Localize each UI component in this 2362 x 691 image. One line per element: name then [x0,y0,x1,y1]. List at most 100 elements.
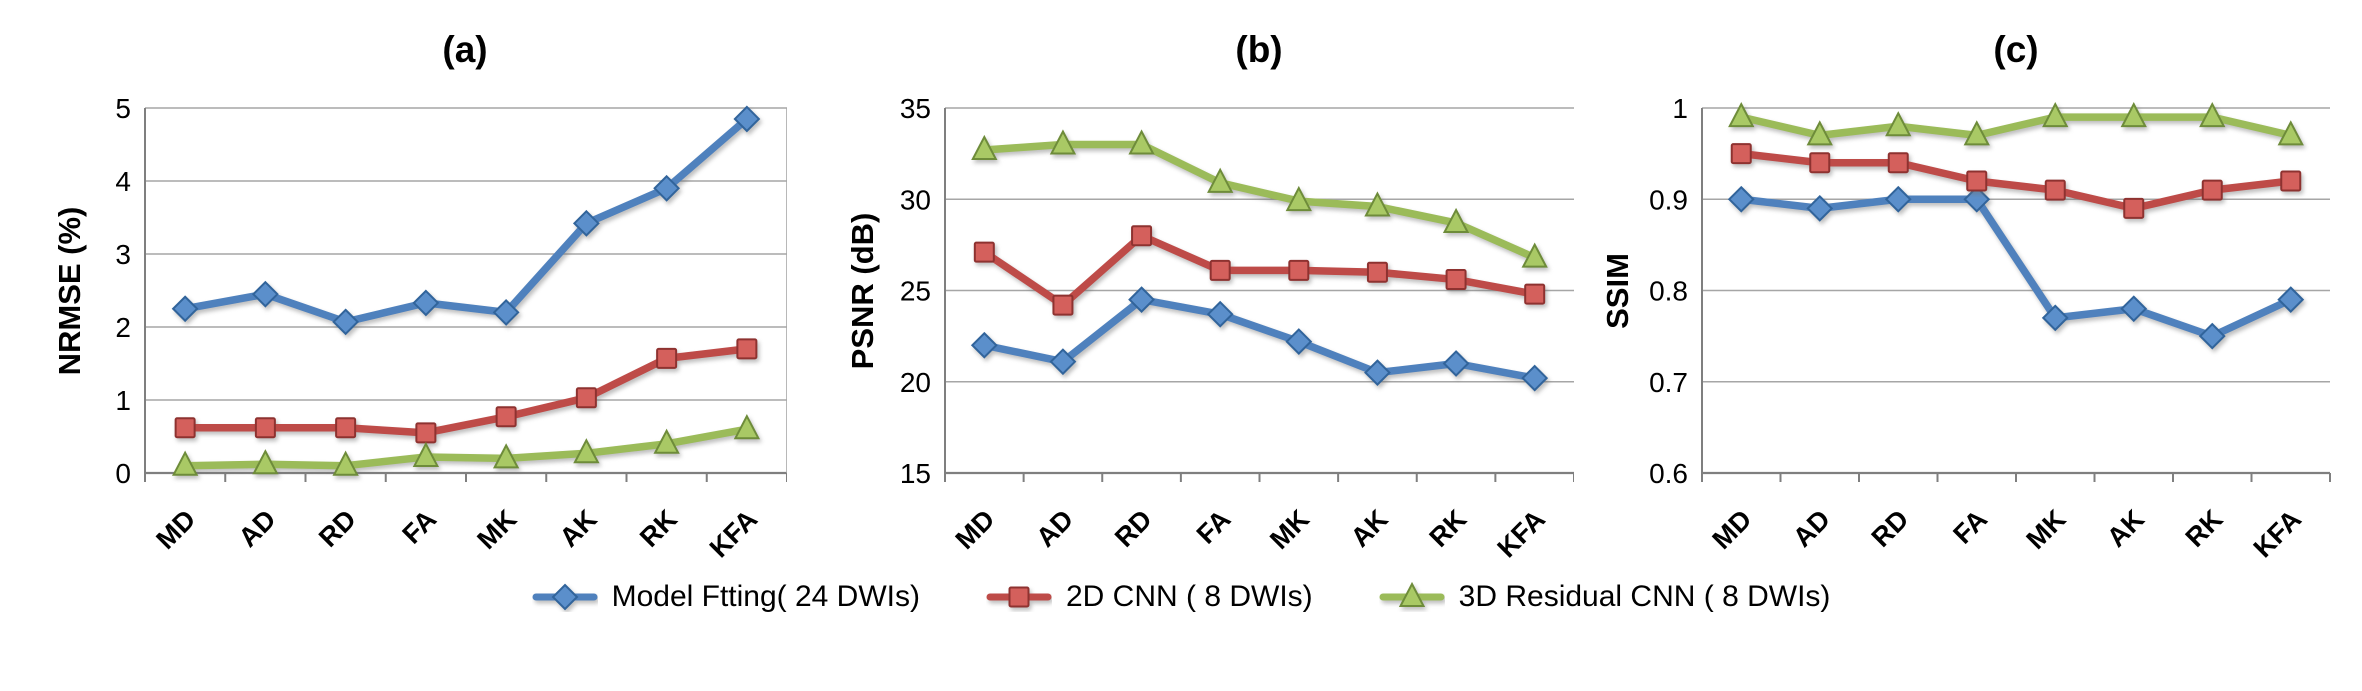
legend-item-2d-cnn: 2D CNN ( 8 DWIs) [986,580,1313,614]
marker-diamond [572,209,600,237]
marker-diamond [251,280,279,308]
x-category-label: AK [2101,504,2150,553]
y-axis-label-nrmse: NRMSE (%) [52,207,87,376]
x-category-label: MK [2021,504,2072,555]
legend: Model Ftting( 24 DWIs) 2D CNN ( 8 DWIs) … [0,580,2362,614]
marker-triangle [573,438,600,464]
marker-square [1887,152,1909,174]
plot-area: 0.6 0.7 0.8 0.9 1 MD AD RD FA MK AK RK KFA [1649,93,2331,560]
marker-triangle [1285,185,1312,212]
marker-diamond [1285,328,1313,356]
marker-square [736,338,758,360]
marker-triangle [1521,242,1548,268]
marker-square [2123,197,2145,219]
marker-square [1288,259,1310,281]
marker-diamond [2277,286,2305,314]
marker-diamond [1442,350,1470,377]
series-line [1737,113,2295,140]
legend-label: 2D CNN ( 8 DWIs) [1066,580,1313,613]
x-category-label: MD [150,504,201,555]
legend-swatch [1379,582,1445,607]
marker-triangle [1885,111,1912,137]
chart-title-a: (a) [442,29,487,70]
marker-square [1809,152,1831,174]
y-tick-label: 30 [900,184,931,215]
diamond-marker-icon [532,583,598,611]
legend-label: 3D Residual CNN ( 8 DWIs) [1458,580,1831,613]
marker-diamond [412,289,440,317]
marker-square [2201,179,2223,201]
marker-square [335,417,357,439]
x-category-label: AD [1030,504,1079,553]
marker-triangle [2042,101,2069,128]
y-tick-label: 20 [900,367,931,398]
marker-triangle [1364,191,1391,217]
marker-square [1966,170,1988,192]
marker-square [415,422,437,444]
x-category-label: AD [233,504,282,553]
marker-square [2044,179,2066,201]
legend-item-3d-residual-cnn: 3D Residual CNN ( 8 DWIs) [1379,580,1831,614]
chart-panel-a: (a) NRMSE (%) 0 1 2 3 4 5 MD AD RD FA MK AK RK KFA [52,29,787,560]
series-square [174,338,758,444]
x-category-label: KFA [704,504,763,560]
y-tick-label: 25 [900,276,931,307]
marker-diamond [1049,348,1077,376]
x-category-label: AD [1787,504,1836,553]
x-category-label: MD [950,504,1001,555]
triangle-marker-icon [1379,582,1445,607]
marker-triangle [2199,101,2226,128]
marker-diamond [1963,185,1991,213]
series-diamond [970,286,1549,392]
legend-swatch [532,583,598,611]
marker-diamond [171,295,199,323]
chart-title-c: (c) [1993,29,2038,70]
chart-panel-c: (c) SSIM 0.6 0.7 0.8 0.9 1 MD AD RD FA MK AK RK KFA [1600,29,2331,560]
y-axis-label-ssim: SSIM [1600,253,1635,329]
marker-diamond [1206,300,1234,328]
series-square [973,225,1546,316]
legend-swatch [986,586,1052,608]
series-line [181,115,751,326]
marker-triangle [171,450,199,476]
marker-diamond [2198,322,2226,350]
marker-diamond [1806,194,1834,222]
y-tick-label: 0.7 [1649,367,1688,398]
marker-square [254,417,276,439]
marker-diamond [970,331,998,359]
marker-square [174,417,196,439]
series-line [1737,149,2295,213]
marker-triangle [492,443,520,469]
marker-diamond [1521,364,1549,392]
x-category-label: FA [396,504,442,550]
marker-triangle [252,449,279,475]
series-triangle [171,414,761,476]
y-tick-label: 15 [900,458,931,489]
marker-square [1052,294,1074,316]
chart-title-b: (b) [1235,29,1282,70]
marker-square [1366,261,1388,283]
y-tick-label: 5 [115,93,131,124]
marker-square [973,241,995,263]
charts-row: (a) NRMSE (%) 0 1 2 3 4 5 MD AD RD FA MK AK RK KFA (b… [52,29,2331,560]
x-category-label: MK [1264,504,1315,555]
marker-triangle [1398,582,1425,607]
marker-diamond [332,308,360,336]
marker-diamond [1727,185,1755,213]
marker-triangle [1207,167,1234,193]
marker-square [1131,225,1153,247]
marker-triangle [1806,120,1833,146]
legend-item-model-fitting: Model Ftting( 24 DWIs) [532,580,920,614]
y-tick-label: 1 [115,385,131,416]
series-line [181,345,751,437]
x-category-label: AK [554,504,603,553]
marker-diamond [1364,359,1391,387]
marker-triangle [2120,101,2147,128]
square-marker-icon [986,586,1052,608]
marker-square [656,347,678,369]
series-line [980,295,1539,382]
series-line [181,425,751,470]
marker-triangle [332,450,359,476]
series-triangle [1728,101,2304,146]
x-category-label: RK [634,504,683,553]
